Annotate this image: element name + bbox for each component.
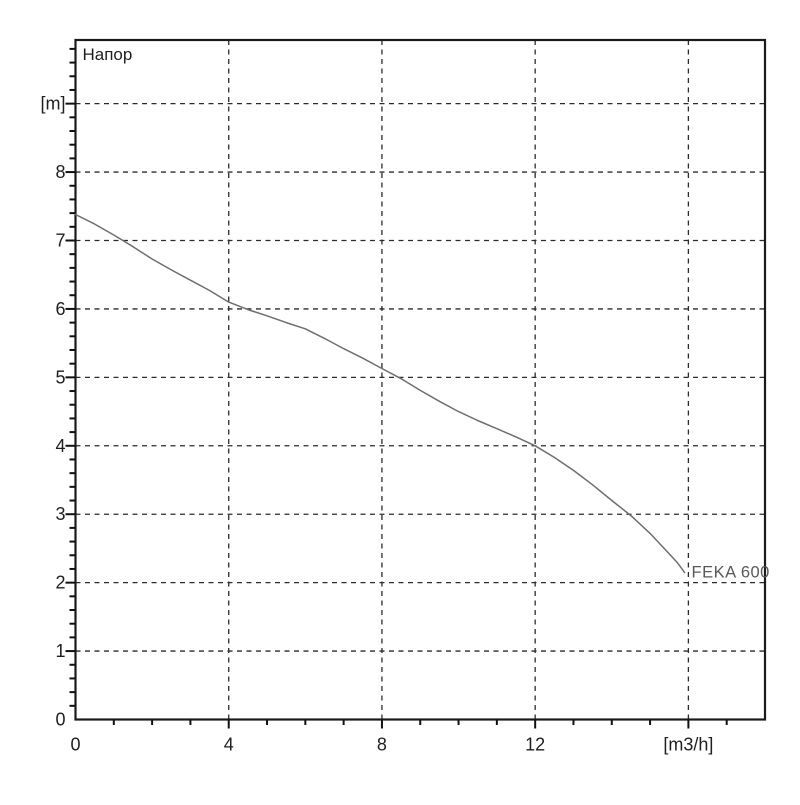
x-unit-label: [m3/h] — [663, 735, 713, 755]
y-tick-label: 6 — [55, 299, 65, 319]
y-tick-label: 3 — [55, 504, 65, 524]
series-curve — [74, 213, 686, 574]
y-unit-label: [m] — [41, 94, 66, 114]
y-tick-label: 1 — [55, 641, 65, 661]
y-tick-label: 2 — [55, 573, 65, 593]
x-tick-label: 12 — [525, 735, 545, 755]
y-tick-label: 8 — [55, 162, 65, 182]
y-tick-label: 7 — [55, 230, 65, 250]
x-tick-label: 4 — [224, 735, 234, 755]
axis-ticks — [65, 47, 728, 729]
x-tick-label: 8 — [377, 735, 387, 755]
series-label: FEKA 600 — [692, 563, 770, 581]
x-tick-label: 0 — [70, 735, 80, 755]
gridlines — [75, 40, 765, 720]
chart-title: Напор — [83, 45, 133, 64]
y-tick-label: 4 — [55, 436, 65, 456]
y-tick-label: 0 — [55, 710, 65, 730]
y-tick-label: 5 — [55, 367, 65, 387]
